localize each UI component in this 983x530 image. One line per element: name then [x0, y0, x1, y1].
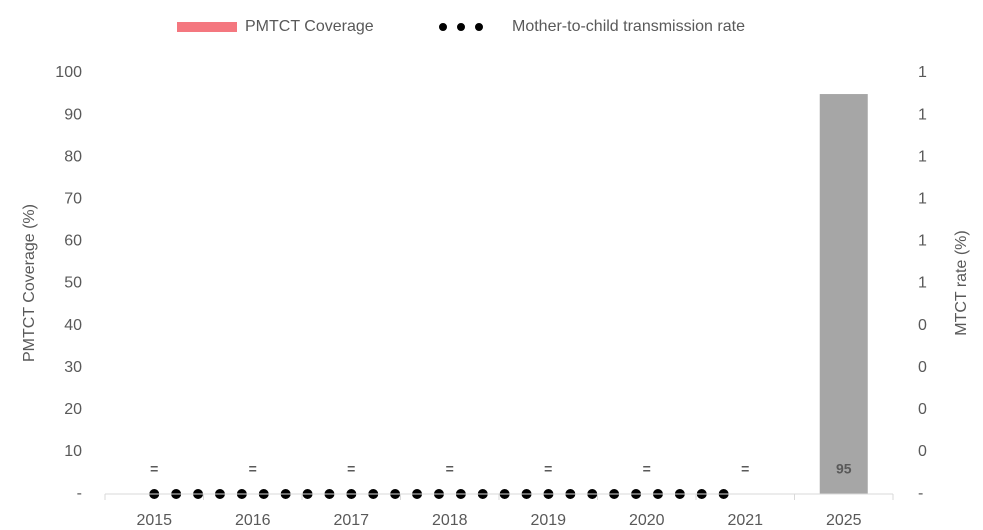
- data-label: =: [544, 461, 552, 477]
- data-label: =: [643, 461, 651, 477]
- y2-tick-label: -: [918, 485, 923, 502]
- x-tick-label: 2016: [235, 512, 271, 529]
- y-tick-label: 60: [64, 233, 82, 250]
- x-tick-label: 2021: [727, 512, 763, 529]
- y2-tick-label: 1: [918, 233, 927, 250]
- y-tick-label: -: [77, 485, 82, 502]
- y2-tick-label: 0: [918, 359, 927, 376]
- data-label: =: [150, 461, 158, 477]
- x-tick-label: 2020: [629, 512, 665, 529]
- y2-tick-label: 1: [918, 64, 927, 81]
- y-tick-label: 50: [64, 275, 82, 292]
- x-tick-label: 2025: [826, 512, 862, 529]
- y-tick-label: 10: [64, 443, 82, 460]
- y-tick-label: 40: [64, 317, 82, 334]
- y2-tick-label: 0: [918, 401, 927, 418]
- y2-tick-label: 0: [918, 443, 927, 460]
- y2-tick-label: 1: [918, 275, 927, 292]
- y-tick-label: 30: [64, 359, 82, 376]
- data-label: =: [249, 461, 257, 477]
- legend-swatch: [177, 22, 237, 32]
- y2-tick-label: 0: [918, 317, 927, 334]
- legend-label: PMTCT Coverage: [245, 18, 374, 35]
- x-tick-label: 2017: [333, 512, 369, 529]
- y2-tick-label: 1: [918, 106, 927, 123]
- y-tick-label: 100: [55, 64, 82, 81]
- y-tick-label: 90: [64, 106, 82, 123]
- y-tick-label: 80: [64, 148, 82, 165]
- y-tick-label: 20: [64, 401, 82, 418]
- x-tick-label: 2019: [530, 512, 566, 529]
- data-label: =: [347, 461, 355, 477]
- bar: [819, 94, 868, 495]
- data-label: =: [446, 461, 454, 477]
- y2-tick-label: 1: [918, 191, 927, 208]
- data-label: =: [741, 461, 749, 477]
- x-tick-label: 2015: [136, 512, 172, 529]
- y-tick-label: 70: [64, 191, 82, 208]
- y2-axis-title: MTCT rate (%): [953, 230, 970, 335]
- data-label: 95: [836, 461, 852, 477]
- y2-tick-label: 1: [918, 148, 927, 165]
- x-tick-label: 2018: [432, 512, 468, 529]
- legend-label: Mother-to-child transmission rate: [512, 18, 745, 35]
- y-axis-title: PMTCT Coverage (%): [21, 204, 38, 362]
